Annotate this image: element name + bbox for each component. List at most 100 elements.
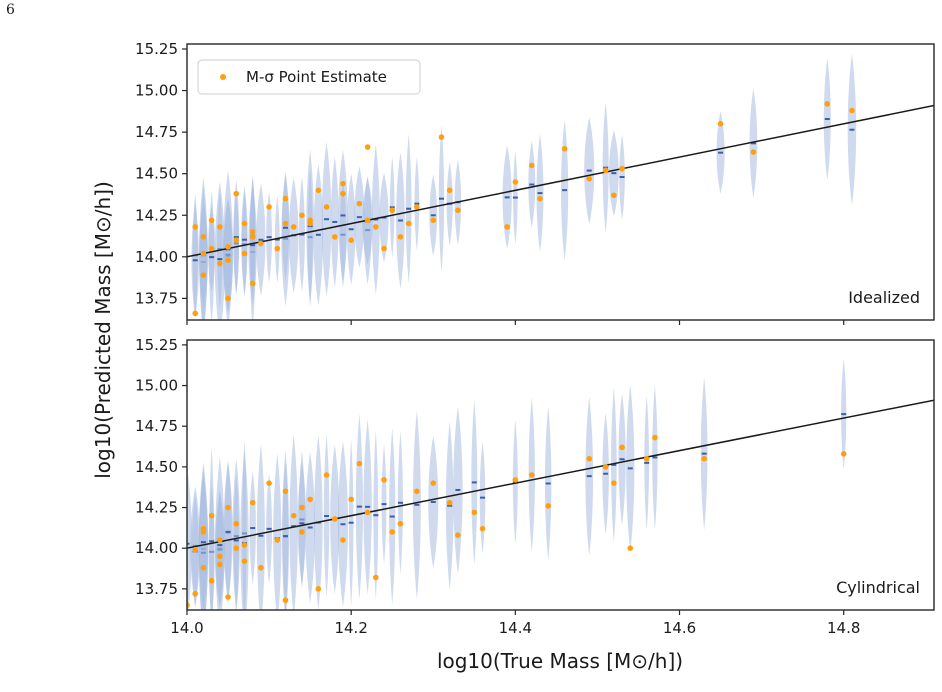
y-tick-label: 15.25 — [135, 336, 178, 354]
data-point — [430, 480, 437, 486]
data-point — [643, 455, 650, 462]
data-point — [381, 245, 387, 252]
data-point — [274, 537, 281, 543]
data-point — [233, 545, 240, 551]
data-point — [356, 460, 363, 467]
data-point — [241, 558, 248, 565]
data-point — [381, 477, 387, 483]
data-point — [200, 564, 207, 571]
data-point — [217, 537, 223, 543]
axes-frame — [186, 43, 935, 321]
violin — [273, 453, 282, 610]
data-point — [479, 525, 486, 532]
data-point — [364, 144, 371, 150]
data-point — [348, 496, 354, 503]
legend-box — [197, 59, 421, 95]
x-tick-label: 14.2 — [334, 619, 367, 637]
data-point — [652, 434, 658, 441]
data-point — [528, 472, 535, 478]
data-point — [299, 529, 305, 535]
data-point — [225, 257, 231, 263]
data-point — [405, 220, 412, 227]
y-tick-label: 14.50 — [135, 165, 178, 183]
data-point — [249, 499, 256, 506]
data-point — [619, 165, 625, 172]
data-point — [241, 542, 248, 548]
data-point — [397, 234, 404, 240]
panel-cylindrical: 13.75 14.00 14.25 14.50 14.75 15.00 15.25 14.0 1… — [135, 336, 935, 637]
y-tick-label: 14.50 — [135, 458, 178, 476]
data-point — [241, 220, 248, 227]
data-point — [266, 480, 272, 486]
data-point — [299, 504, 305, 511]
panel-tag-idealized: Idealized — [848, 288, 920, 307]
x-tick-label: 14.4 — [499, 619, 532, 637]
data-point — [249, 229, 256, 235]
legend: M-σ Point Estimate — [197, 59, 421, 95]
data-point — [282, 195, 289, 202]
y-tick-label: 14.25 — [135, 499, 178, 517]
data-point — [274, 245, 281, 252]
data-point — [455, 532, 461, 538]
data-point — [249, 234, 256, 240]
y-tick-label: 15.00 — [135, 377, 178, 395]
data-point — [200, 525, 207, 532]
data-point — [282, 220, 289, 227]
data-point — [258, 564, 264, 571]
data-point — [586, 175, 593, 182]
data-point — [208, 512, 215, 519]
data-point — [208, 577, 215, 584]
y-axis-label: log10(Predicted Mass [M⊙/h]) — [91, 181, 115, 479]
one-to-one-line — [187, 104, 934, 258]
data-point — [331, 516, 338, 522]
y-tick-label: 15.25 — [135, 40, 178, 58]
y-tick-label: 14.00 — [135, 248, 178, 266]
data-point — [471, 509, 478, 516]
data-point — [373, 224, 379, 230]
data-point — [397, 520, 404, 527]
data-point — [537, 195, 543, 202]
data-point — [208, 217, 215, 224]
data-point — [217, 260, 223, 267]
violin — [199, 177, 208, 320]
data-point — [282, 597, 289, 604]
violin — [240, 449, 249, 610]
violin — [209, 447, 215, 610]
data-point — [611, 480, 617, 486]
one-to-one-line — [187, 399, 934, 549]
violin — [215, 457, 225, 610]
data-point — [348, 237, 354, 243]
data-point — [299, 212, 305, 219]
data-point — [849, 107, 855, 114]
data-point — [225, 594, 231, 600]
data-point — [192, 224, 199, 230]
data-point — [266, 204, 272, 210]
data-point — [414, 204, 420, 210]
data-point — [373, 574, 379, 581]
data-point — [217, 561, 223, 568]
x-axis-label: log10(True Mass [M⊙/h]) — [437, 649, 683, 673]
violin — [289, 434, 298, 610]
data-point — [455, 207, 461, 214]
data-point — [323, 472, 330, 478]
data-point — [307, 496, 313, 503]
y-tick-label: 14.25 — [135, 206, 178, 224]
page-number: 6 — [6, 2, 15, 18]
y-tick-label: 14.00 — [135, 539, 178, 557]
data-point — [200, 234, 207, 240]
data-point — [356, 200, 363, 207]
axes-frame — [186, 339, 935, 611]
data-point — [290, 512, 297, 519]
data-point — [208, 245, 215, 252]
data-point — [315, 187, 322, 194]
data-point — [217, 224, 223, 230]
data-point — [331, 234, 338, 240]
data-point — [233, 237, 240, 243]
legend-marker — [220, 74, 226, 80]
data-point — [340, 190, 346, 197]
data-point — [512, 477, 519, 483]
panel-idealized: 13.75 14.00 14.25 14.50 14.75 15.00 15.25 — [135, 40, 935, 325]
data-point — [290, 224, 297, 230]
data-point — [504, 224, 510, 230]
